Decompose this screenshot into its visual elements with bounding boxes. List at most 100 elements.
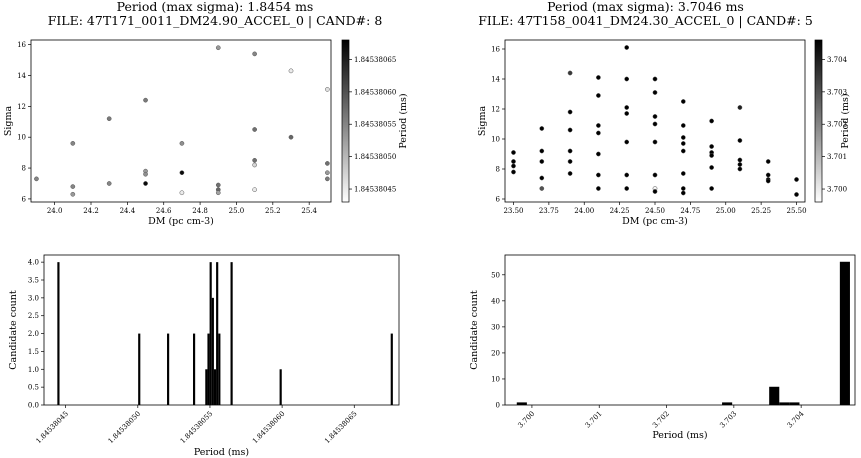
x-tick-label: 1.84538065	[323, 410, 359, 446]
scatter-point	[624, 139, 630, 145]
scatter-point	[624, 45, 630, 50]
colorbar-tick-label: 1.84538065	[354, 56, 396, 64]
y-tick-label: 8	[22, 165, 26, 173]
x-tick-label: 24.6	[156, 207, 172, 215]
scatter-point	[624, 172, 630, 178]
colorbar-tick-label: 3.702	[827, 121, 847, 129]
histogram-bar	[167, 333, 170, 405]
x-tick-label: 25.00	[716, 207, 736, 215]
x-tick-label: 25.50	[786, 207, 806, 215]
x-tick-label: 23.50	[503, 207, 523, 215]
scatter-point	[325, 161, 330, 166]
y-tick-label: 30	[491, 323, 500, 331]
x-tick-label: 25.4	[301, 207, 317, 215]
scatter-point	[652, 76, 658, 82]
y-tick-label: 8	[496, 166, 500, 174]
histogram-bar	[516, 402, 527, 405]
scatter-point	[680, 190, 686, 196]
colorbar	[341, 39, 350, 203]
scatter-point	[215, 182, 221, 188]
scatter-point	[765, 178, 771, 184]
colorbar	[814, 39, 823, 203]
scatter-point	[794, 192, 799, 197]
plot-area-frame	[504, 254, 856, 406]
x-tick-label: 3.700	[517, 410, 537, 430]
scatter-point	[143, 181, 148, 186]
scatter-point	[252, 127, 257, 132]
scatter-point	[567, 70, 573, 76]
scatter-point	[737, 138, 743, 143]
scatter-point	[567, 127, 573, 133]
x-tick-label: 24.25	[610, 207, 630, 215]
colorbar-tick-label: 1.84538060	[354, 88, 396, 96]
scatter-point	[511, 150, 516, 155]
panel-title-left: Period (max sigma): 1.8454 ms FILE: 47T1…	[0, 0, 430, 28]
colorbar-tick-label: 3.701	[827, 153, 847, 161]
scatter-point	[596, 186, 601, 191]
scatter-point	[179, 190, 185, 196]
x-tick-label: 24.2	[83, 207, 99, 215]
scatter-point	[624, 186, 630, 191]
scatter-point	[143, 97, 148, 103]
scatter-point	[596, 172, 601, 178]
scatter-point	[680, 186, 686, 191]
scatter-point	[252, 157, 257, 163]
scatter-point	[539, 148, 545, 154]
scatter-point	[709, 165, 714, 170]
y-tick-label: 6	[22, 195, 27, 203]
x-tick-label: 24.00	[574, 207, 594, 215]
scatter-point	[652, 114, 658, 119]
y-tick-label: 14	[17, 72, 26, 80]
histogram-bar	[230, 262, 233, 405]
y-tick-label: 12	[17, 103, 26, 111]
y-tick-label: 14	[491, 76, 500, 84]
histogram-bar	[789, 402, 800, 405]
histogram-bar	[192, 333, 196, 405]
x-tick-label: 25.2	[265, 207, 281, 215]
y-tick-label: 10	[17, 134, 26, 142]
y-tick-label: 50	[491, 271, 500, 279]
y-tick-label: 0.0	[28, 402, 39, 410]
scatter-point	[680, 99, 686, 104]
y-tick-label: 1.0	[28, 366, 39, 374]
scatter-point	[252, 162, 257, 168]
scatter-point	[511, 159, 516, 164]
x-tick-label: 3.701	[584, 410, 604, 430]
histogram-bar	[390, 333, 393, 405]
colorbar-label: Period (ms)	[398, 93, 409, 148]
colorbar-tick-label: 3.704	[827, 56, 848, 64]
scatter-point	[737, 166, 743, 172]
scatter-point	[325, 176, 330, 182]
histogram-bar	[138, 333, 141, 405]
x-axis-label: DM (pc cm-3)	[148, 216, 214, 227]
scatter-point	[511, 163, 516, 169]
plot-area-frame	[43, 254, 400, 406]
scatter-point	[652, 139, 658, 145]
y-tick-label: 16	[491, 46, 500, 54]
y-axis-label: Sigma	[3, 106, 14, 137]
histogram-bar	[216, 262, 219, 405]
scatter-point	[215, 190, 221, 196]
scatter-point	[709, 153, 714, 158]
scatter-point	[325, 170, 330, 176]
x-axis-label: Period (ms)	[652, 430, 707, 441]
x-tick-label: 24.75	[680, 207, 700, 215]
x-axis-label: DM (pc cm-3)	[622, 216, 688, 227]
scatter-point	[709, 186, 714, 191]
histogram-bar	[279, 369, 282, 405]
scatter-point	[680, 123, 686, 128]
y-tick-label: 16	[17, 41, 26, 49]
scatter-point	[624, 111, 630, 116]
histogram-bar	[213, 369, 217, 405]
panel-title-right: Period (max sigma): 3.7046 ms FILE: 47T1…	[430, 0, 861, 28]
scatter-point	[652, 90, 658, 95]
scatter-point	[652, 172, 658, 178]
scatter-point	[567, 159, 573, 164]
scatter-point	[794, 177, 799, 182]
scatter-point	[567, 171, 573, 176]
x-tick-label: 1.84538050	[107, 410, 143, 446]
histogram-bar	[205, 369, 208, 405]
y-tick-label: 10	[491, 136, 500, 144]
scatter-point	[106, 181, 112, 186]
scatter-point	[567, 148, 573, 154]
